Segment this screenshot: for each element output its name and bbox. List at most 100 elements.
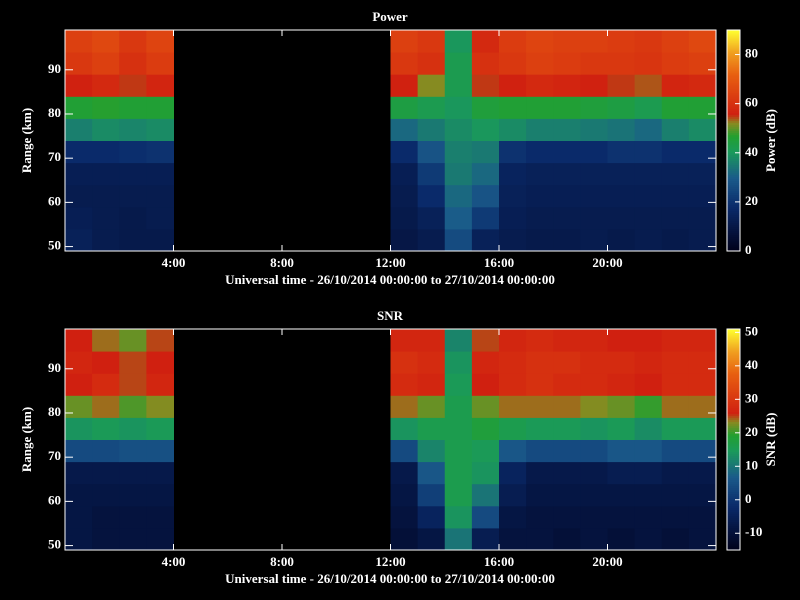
heatmap-cell	[688, 373, 717, 396]
colorbar-step	[727, 433, 740, 436]
heatmap-cell	[688, 184, 717, 208]
colorbar-step	[727, 391, 740, 394]
y-axis-label: Range (km)	[19, 407, 34, 472]
heatmap-cell	[607, 140, 636, 164]
colorbar-step	[727, 481, 740, 485]
heatmap-cell	[390, 351, 419, 374]
colorbar-step	[727, 128, 740, 131]
colorbar-step	[727, 533, 740, 537]
heatmap-cell	[634, 184, 663, 208]
heatmap-cell	[661, 140, 690, 164]
heatmap-cell	[553, 505, 581, 529]
heatmap-cell	[688, 140, 717, 164]
heatmap-cell	[119, 505, 147, 529]
heatmap-cell	[553, 30, 581, 53]
colorbar-step	[727, 238, 740, 242]
colorbar-step	[727, 134, 740, 137]
heatmap-cell	[444, 527, 473, 551]
colorbar-step	[727, 339, 740, 342]
colorbar-step	[727, 473, 740, 477]
colorbar-step	[727, 509, 740, 513]
colorbar-step	[727, 248, 740, 252]
y-axis-label: Range (km)	[19, 108, 34, 173]
colorbar-step	[727, 405, 740, 408]
heatmap-cell	[471, 30, 500, 53]
heatmap-cell	[499, 373, 527, 396]
colorbar-step	[727, 347, 740, 350]
colorbar-step	[727, 353, 740, 356]
heatmap-cell	[580, 461, 608, 485]
heatmap-cell	[471, 228, 500, 252]
colorbar-step	[727, 331, 740, 334]
heatmap-cell	[417, 228, 446, 252]
heatmap-cell	[417, 52, 446, 75]
colorbar-tick-label: 40	[745, 357, 758, 372]
heatmap-cell	[92, 74, 120, 97]
heatmap-cell	[634, 228, 663, 252]
colorbar-tick-label: 20	[745, 193, 758, 208]
colorbar-step	[727, 142, 740, 146]
heatmap-cell	[607, 527, 636, 551]
heatmap-cell	[499, 461, 527, 485]
colorbar-step	[727, 345, 740, 348]
colorbar-step	[727, 232, 740, 236]
heatmap-cell	[499, 351, 527, 374]
heatmap-cell	[65, 96, 93, 119]
heatmap-cell	[65, 351, 93, 374]
heatmap-cell	[119, 52, 147, 75]
colorbar-step	[727, 513, 740, 517]
heatmap-cell	[499, 505, 527, 529]
colorbar-step	[727, 198, 740, 202]
heatmap-cell	[634, 118, 663, 141]
heatmap-cell	[92, 118, 120, 141]
heatmap-cell	[688, 417, 717, 440]
heatmap-cell	[661, 329, 690, 352]
colorbar-step	[727, 529, 740, 533]
heatmap-cell	[390, 373, 419, 396]
colorbar-step	[727, 152, 740, 156]
heatmap-cell	[119, 329, 147, 352]
heatmap-cell	[634, 351, 663, 374]
heatmap-cell	[92, 162, 120, 186]
heatmap-cell	[390, 184, 419, 208]
heatmap-cell	[471, 395, 500, 418]
heatmap-cell	[146, 30, 174, 53]
heatmap-cell	[471, 417, 500, 440]
colorbar-step	[727, 80, 740, 83]
heatmap-cell	[580, 329, 608, 352]
colorbar-step	[727, 166, 740, 170]
heatmap-cell	[634, 417, 663, 440]
colorbar-step	[727, 230, 740, 234]
colorbar-step	[727, 168, 740, 172]
heatmap-cell	[146, 373, 174, 396]
heatmap-cell	[92, 395, 120, 418]
heatmap-cell	[607, 329, 636, 352]
heatmap-cell	[553, 52, 581, 75]
colorbar-step	[727, 30, 740, 33]
heatmap-cell	[661, 461, 690, 485]
colorbar-step	[727, 425, 740, 428]
heatmap-cell	[580, 206, 608, 230]
chart-title: SNR	[377, 308, 404, 323]
heatmap-cell	[634, 30, 663, 53]
colorbar-step	[727, 58, 740, 61]
x-tick-label: 16:00	[484, 255, 514, 270]
colorbar-step	[727, 50, 740, 53]
colorbar-step	[727, 126, 740, 129]
colorbar-step	[727, 86, 740, 89]
colorbar-tick-label: -10	[745, 524, 762, 539]
heatmap-cell	[119, 228, 147, 252]
heatmap-cell	[526, 140, 554, 164]
heatmap-cell	[688, 461, 717, 485]
colorbar-step	[727, 423, 740, 426]
heatmap-cell	[661, 483, 690, 507]
heatmap-cell	[92, 184, 120, 208]
heatmap-cell	[444, 505, 473, 529]
heatmap-cell	[607, 351, 636, 374]
heatmap-cell	[661, 373, 690, 396]
colorbar-step	[727, 228, 740, 232]
colorbar-step	[727, 439, 740, 443]
colorbar-step	[727, 190, 740, 194]
heatmap-cell	[580, 439, 608, 463]
heatmap-cell	[471, 96, 500, 119]
